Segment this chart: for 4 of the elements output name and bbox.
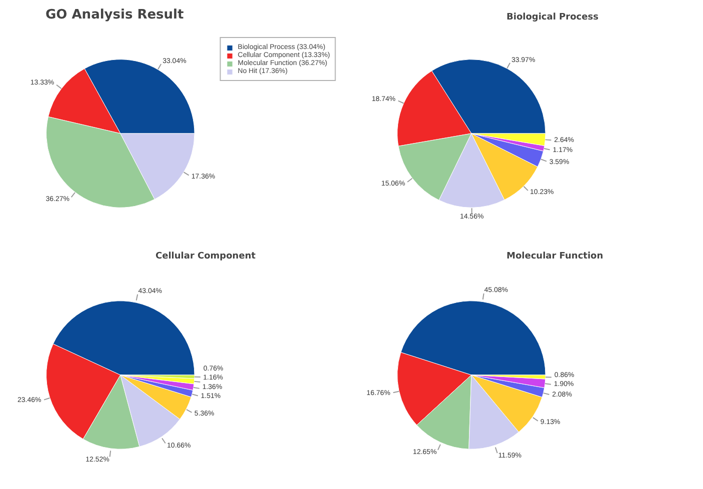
chart-title: Biological Process xyxy=(506,12,598,22)
chart-title: Cellular Component xyxy=(156,252,256,262)
chart-title: Molecular Function xyxy=(506,252,604,262)
chart-title: GO Analysis Result xyxy=(46,8,184,22)
